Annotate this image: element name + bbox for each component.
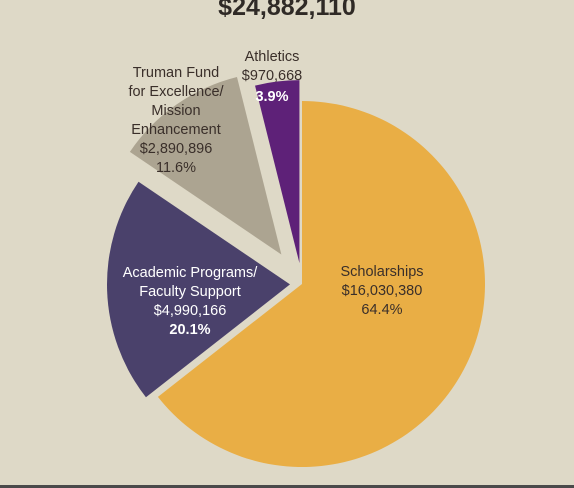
percentage-label: 11.6%	[155, 160, 197, 176]
slice-label: Academic Programs/ Faculty Support $4,990…	[123, 264, 258, 340]
category-label: Truman Fund for Excellence/ Mission Enha…	[128, 65, 224, 138]
value-label: $16,030,380	[341, 283, 423, 299]
value-label: $970,668	[241, 68, 303, 84]
chart-title: $24,882,110	[218, 0, 356, 21]
category-label: Academic Programs/ Faculty Support	[122, 265, 258, 300]
category-label: Athletics	[244, 49, 300, 65]
slice-label: Truman Fund for Excellence/ Mission Enha…	[128, 64, 223, 178]
pie-slice	[129, 76, 282, 255]
slice-label: Athletics $970,668 3.9%	[242, 48, 302, 107]
pie-slice	[107, 181, 291, 398]
pie-slice	[157, 101, 485, 467]
pie-slice	[255, 80, 300, 264]
percentage-label: 64.4%	[361, 302, 403, 318]
value-label: $2,890,896	[139, 141, 213, 157]
category-label: Scholarships	[340, 264, 424, 280]
percentage-label: 3.9%	[255, 89, 289, 105]
slice-label: Scholarships $16,030,380 64.4%	[340, 263, 423, 320]
percentage-label: 20.1%	[169, 322, 211, 338]
value-label: $4,990,166	[153, 303, 227, 319]
